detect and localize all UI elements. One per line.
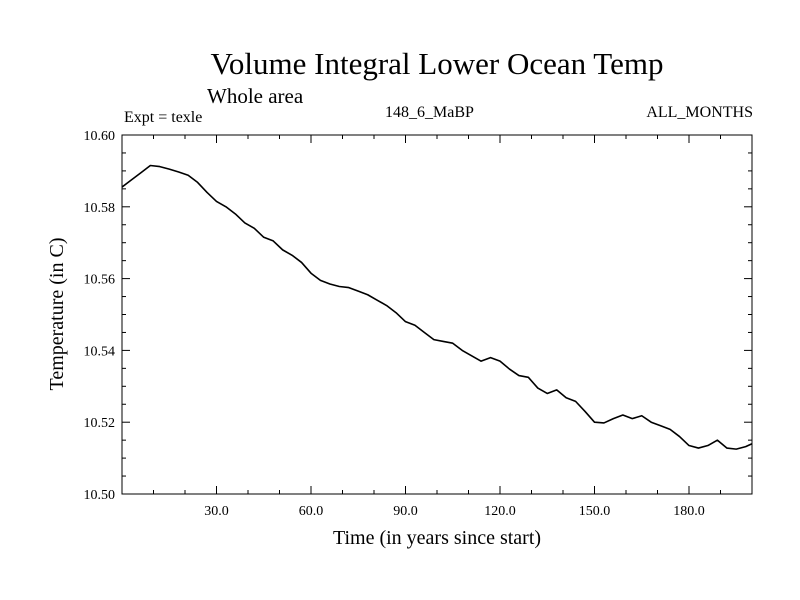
x-tick-label: 60.0 bbox=[299, 504, 324, 519]
x-tick-label: 90.0 bbox=[393, 504, 418, 519]
months-label: ALL_MONTHS bbox=[646, 104, 753, 121]
temperature-series-line bbox=[121, 164, 753, 450]
x-tick-label: 120.0 bbox=[484, 504, 516, 519]
y-tick-label: 10.56 bbox=[84, 273, 116, 288]
y-tick-label: 10.54 bbox=[84, 344, 116, 359]
x-tick-label: 30.0 bbox=[204, 504, 229, 519]
y-tick-label: 10.60 bbox=[84, 129, 116, 144]
plot-area-frame bbox=[121, 134, 753, 495]
chart-subtitle: Whole area bbox=[207, 84, 304, 108]
y-tick-label: 10.52 bbox=[84, 416, 116, 431]
y-tick-label: 10.50 bbox=[84, 488, 116, 503]
y-axis-title: Temperature (in C) bbox=[46, 238, 68, 391]
x-axis-title: Time (in years since start) bbox=[333, 527, 541, 549]
chart-title: Volume Integral Lower Ocean Temp bbox=[210, 46, 664, 81]
y-axis: 10.50 10.52 10.54 10.56 10.58 10.60 bbox=[84, 129, 752, 503]
x-tick-label: 180.0 bbox=[673, 504, 705, 519]
experiment-label: Expt = texle bbox=[124, 109, 203, 126]
run-id-label: 148_6_MaBP bbox=[385, 104, 474, 121]
x-axis: 30.0 60.0 90.0 120.0 150.0 180.0 bbox=[153, 135, 721, 519]
x-tick-label: 150.0 bbox=[579, 504, 611, 519]
y-tick-label: 10.58 bbox=[84, 201, 116, 216]
